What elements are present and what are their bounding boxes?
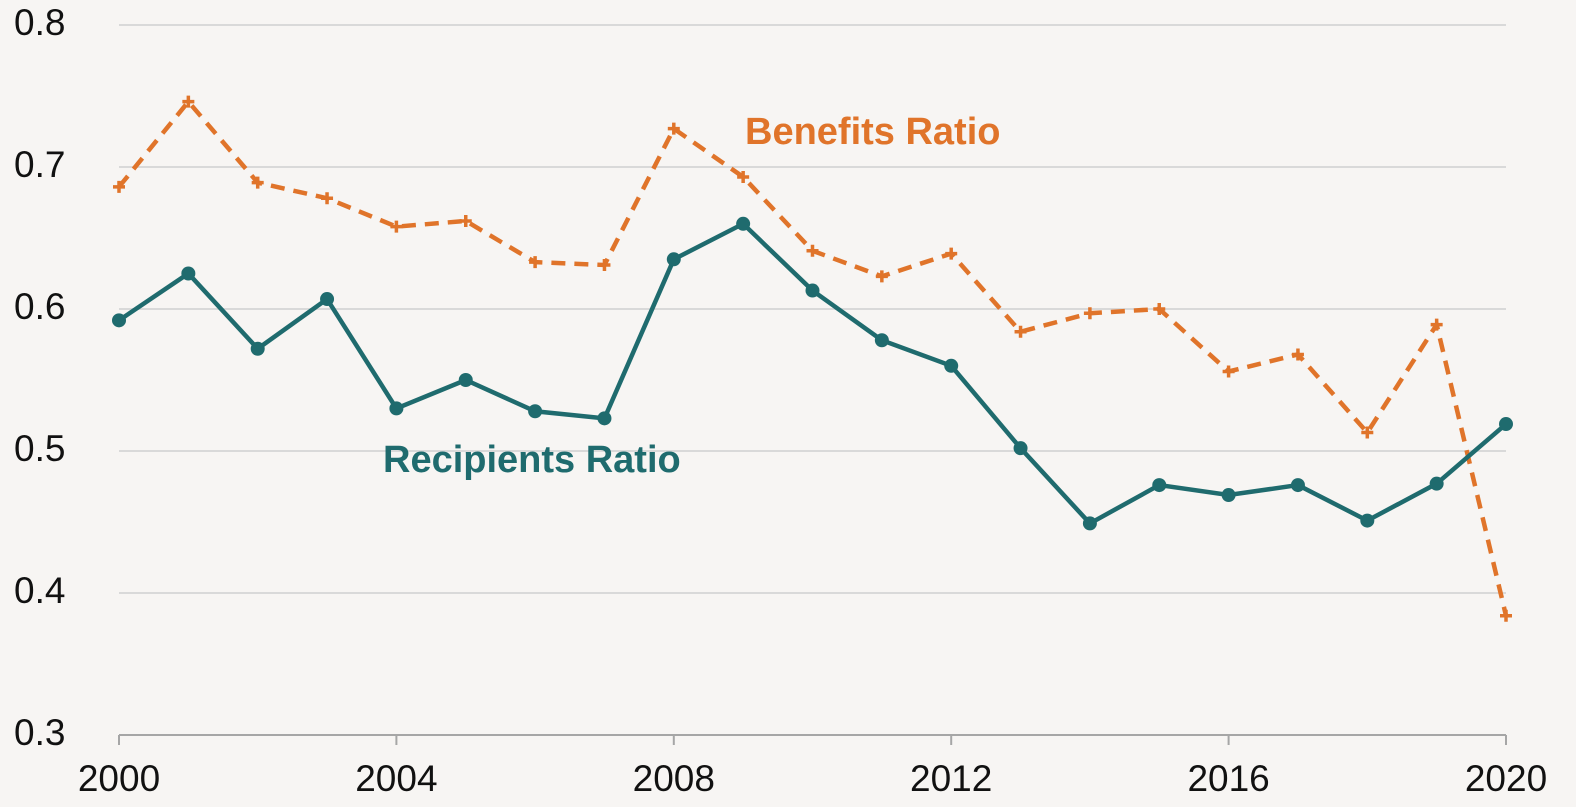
point-marker xyxy=(597,411,612,426)
point-marker xyxy=(1499,417,1513,432)
point-marker xyxy=(1014,325,1027,338)
point-marker xyxy=(736,216,751,231)
point-marker xyxy=(1221,488,1236,503)
point-marker xyxy=(529,256,542,269)
point-marker xyxy=(390,220,403,233)
point-marker xyxy=(251,176,264,189)
point-marker xyxy=(182,95,195,108)
point-marker xyxy=(805,283,820,298)
point-marker xyxy=(875,270,888,283)
y-tick-label: 0.6 xyxy=(14,286,65,327)
x-tick-label: 2020 xyxy=(1465,758,1547,799)
point-marker xyxy=(806,244,819,257)
point-marker xyxy=(944,358,959,373)
point-marker xyxy=(1500,609,1512,622)
point-marker xyxy=(181,266,196,281)
point-marker xyxy=(1290,478,1305,493)
point-marker xyxy=(737,170,750,183)
point-marker xyxy=(528,404,543,419)
point-marker xyxy=(1152,478,1167,493)
point-marker xyxy=(320,292,335,307)
point-marker xyxy=(874,333,889,348)
point-marker xyxy=(1082,516,1097,531)
point-marker xyxy=(1153,303,1166,315)
point-marker xyxy=(250,341,265,356)
point-marker xyxy=(945,247,958,260)
y-tick-label: 0.4 xyxy=(14,570,65,611)
point-marker xyxy=(1083,307,1096,320)
point-marker xyxy=(321,192,334,205)
point-marker xyxy=(389,401,404,416)
point-marker xyxy=(458,373,473,387)
x-tick-label: 2012 xyxy=(910,758,992,799)
series-label: Benefits Ratio xyxy=(745,111,1000,153)
series-label: Recipients Ratio xyxy=(383,439,681,481)
y-tick-label: 0.8 xyxy=(14,2,65,43)
point-marker xyxy=(1291,348,1304,361)
y-tick-label: 0.5 xyxy=(14,428,65,469)
x-tick-label: 2008 xyxy=(633,758,715,799)
point-marker xyxy=(1222,365,1235,378)
point-marker xyxy=(113,180,125,193)
point-marker xyxy=(667,122,680,135)
point-marker xyxy=(1360,513,1375,528)
point-marker xyxy=(666,252,681,267)
x-tick-label: 2000 xyxy=(78,758,160,799)
point-marker xyxy=(112,313,126,328)
point-marker xyxy=(1361,426,1374,439)
point-marker xyxy=(1013,441,1028,456)
point-marker xyxy=(1429,476,1444,491)
y-tick-label: 0.7 xyxy=(14,144,65,185)
y-tick-label: 0.3 xyxy=(14,712,65,753)
x-tick-label: 2004 xyxy=(355,758,437,799)
point-marker xyxy=(459,214,472,227)
point-marker xyxy=(598,258,611,271)
point-marker xyxy=(1430,318,1443,331)
x-tick-label: 2016 xyxy=(1187,758,1269,799)
